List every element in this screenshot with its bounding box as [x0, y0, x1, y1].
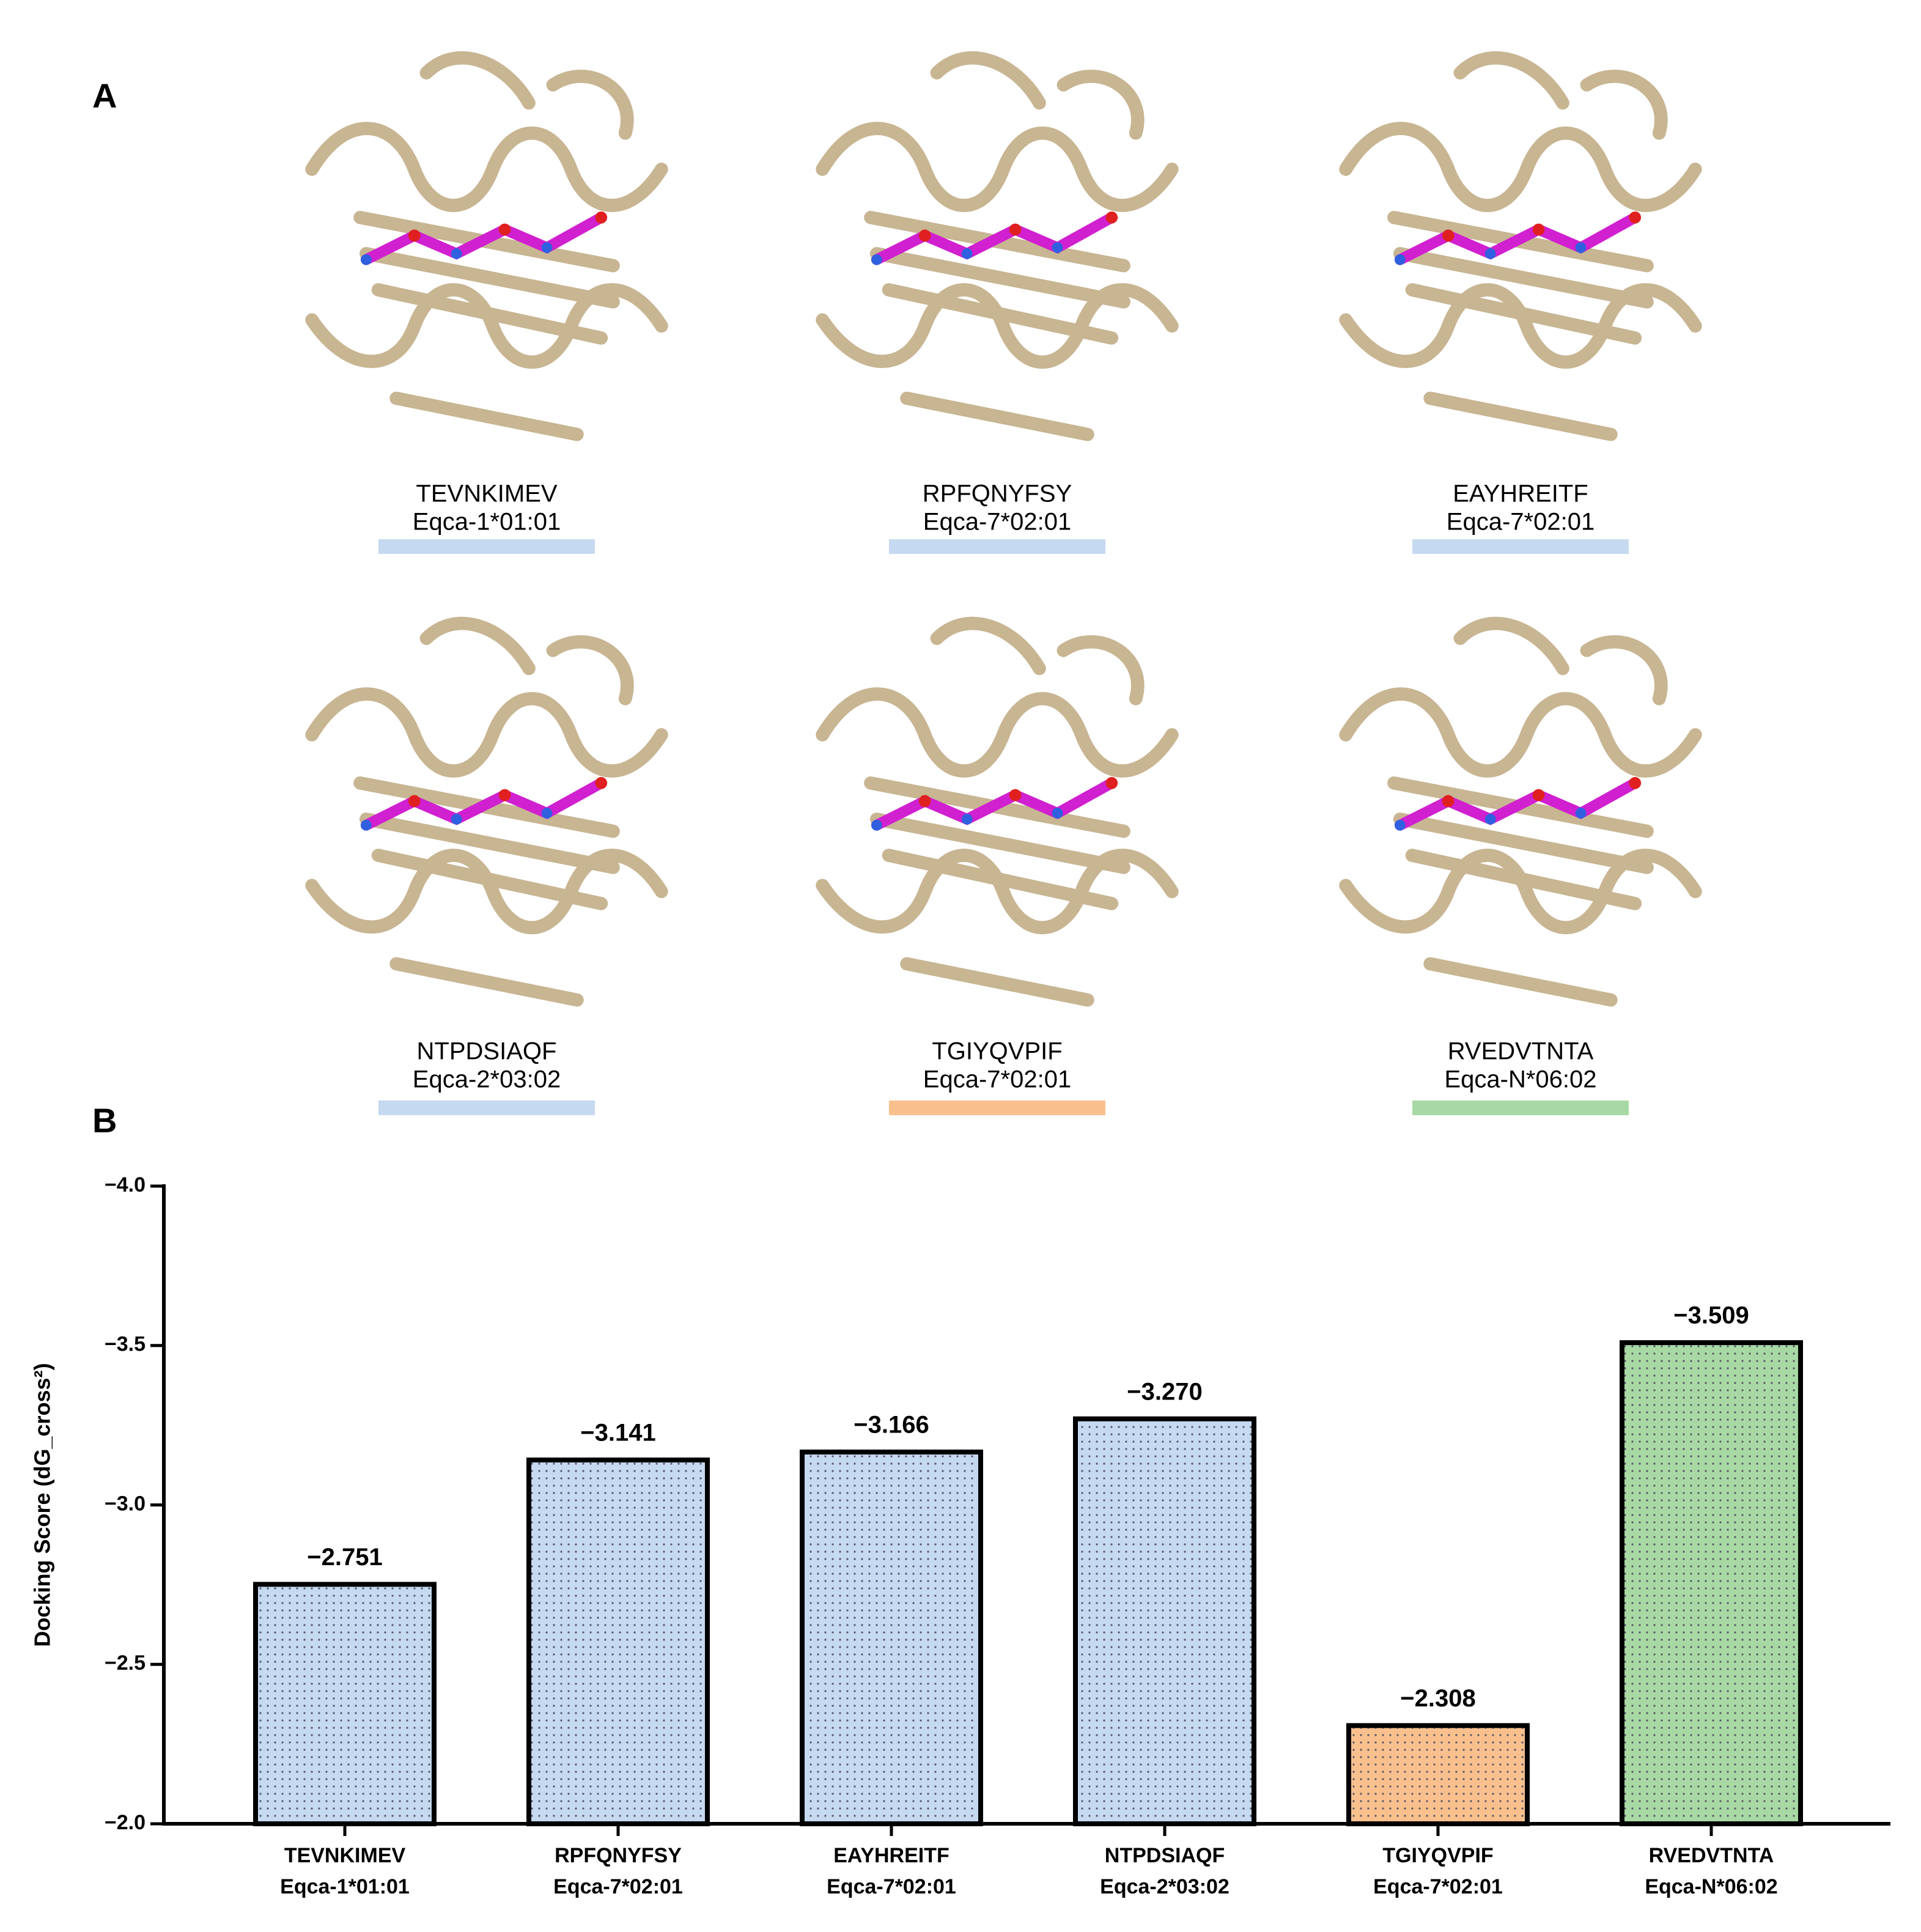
- y-axis-label: Docking Score (dG_cross²): [30, 1363, 55, 1646]
- peptide-label: TEVNKIMEV: [416, 481, 557, 507]
- panel-label: B: [92, 1101, 117, 1140]
- peptide-label: RPFQNYFSY: [923, 481, 1072, 507]
- x-tick-label: RVEDVTNTA: [1649, 1844, 1774, 1867]
- protein-structure: [822, 624, 1172, 1000]
- bar: [1620, 1340, 1803, 1826]
- color-bar: [378, 1101, 595, 1115]
- x-tick-sublabel: Eqca-7*02:01: [1373, 1875, 1503, 1898]
- x-tick-label: NTPDSIAQF: [1105, 1844, 1225, 1867]
- x-tick-sublabel: Eqca-7*02:01: [553, 1875, 683, 1898]
- color-bar: [378, 539, 595, 554]
- y-tick-label: −2.0: [105, 1811, 146, 1834]
- x-tick-label: TEVNKIMEV: [284, 1844, 406, 1867]
- peptide-label: NTPDSIAQF: [417, 1038, 557, 1065]
- peptide-label: EAYHREITF: [1453, 481, 1588, 507]
- color-bar: [1412, 539, 1629, 554]
- y-tick-label: −4.0: [105, 1173, 146, 1196]
- protein-structure: [312, 624, 662, 1000]
- color-bar: [889, 539, 1105, 554]
- bar: [800, 1449, 983, 1826]
- panel-b: −2.0 −2.5 −3.0 −3.5 −4.0 −2.751 TEVNKIMEV Eqca-…: [30, 1173, 1890, 1898]
- allele-label: Eqca-2*03:02: [413, 1066, 561, 1093]
- panel-a: TEVNKIMEVEqca-1*01:01RPFQNYFSYEqca-7*02:…: [312, 58, 1695, 1115]
- x-tick-label: TGIYQVPIF: [1382, 1844, 1493, 1867]
- x-tick-sublabel: Eqca-N*06:02: [1645, 1875, 1777, 1898]
- color-bar: [889, 1101, 1105, 1115]
- value-label: −3.509: [1673, 1302, 1749, 1329]
- bar: [1073, 1416, 1256, 1827]
- bar: [253, 1582, 437, 1827]
- panel-label: A: [92, 76, 117, 115]
- x-tick-sublabel: Eqca-2*03:02: [1100, 1875, 1230, 1898]
- y-tick-label: −3.5: [105, 1333, 146, 1356]
- allele-label: Eqca-7*02:01: [923, 1066, 1071, 1093]
- protein-structure: [822, 58, 1172, 435]
- y-tick-label: −2.5: [105, 1651, 146, 1675]
- allele-label: Eqca-N*06:02: [1444, 1066, 1596, 1093]
- x-tick-label: RPFQNYFSY: [555, 1844, 682, 1867]
- protein-structure: [312, 58, 662, 435]
- bar: [526, 1457, 710, 1826]
- x-tick-sublabel: Eqca-1*01:01: [280, 1875, 410, 1898]
- x-tick-label: EAYHREITF: [833, 1844, 949, 1867]
- protein-structure: [1346, 58, 1695, 435]
- value-label: −2.308: [1400, 1685, 1475, 1712]
- y-tick-label: −3.0: [105, 1492, 146, 1515]
- allele-label: Eqca-7*02:01: [1447, 509, 1595, 536]
- peptide-label: RVEDVTNTA: [1448, 1038, 1594, 1065]
- value-label: −3.270: [1127, 1378, 1202, 1405]
- x-tick-sublabel: Eqca-7*02:01: [827, 1875, 956, 1898]
- bar: [1346, 1723, 1530, 1826]
- allele-label: Eqca-1*01:01: [413, 509, 561, 536]
- value-label: −3.141: [580, 1420, 655, 1447]
- protein-structure: [1346, 624, 1695, 1000]
- value-label: −3.166: [854, 1411, 929, 1438]
- allele-label: Eqca-7*02:01: [923, 509, 1071, 536]
- color-bar: [1412, 1101, 1629, 1115]
- peptide-label: TGIYQVPIF: [932, 1038, 1062, 1065]
- value-label: −2.751: [307, 1544, 382, 1571]
